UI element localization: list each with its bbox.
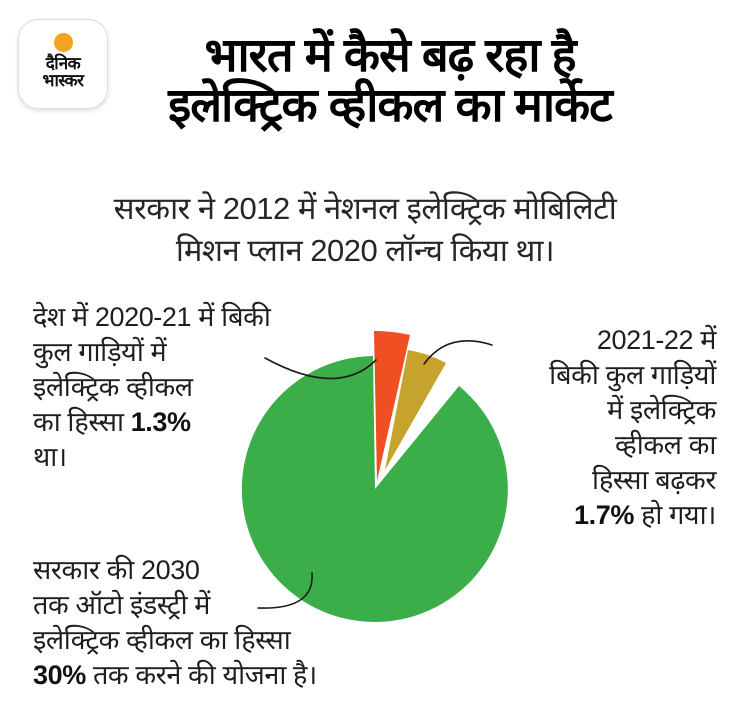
pie-slice-2021-22	[385, 350, 446, 470]
annotation-2021-22-share: 2021-22 में बिकी कुल गाड़ियों में इलेक्ट…	[476, 323, 716, 533]
annotation-2020-21-value: 1.3%	[130, 407, 191, 437]
subtitle: सरकार ने 2012 में नेशनल इलेक्ट्रिक मोबिल…	[113, 191, 617, 268]
annotation-2021-22-post: हो गया।	[633, 500, 716, 530]
page-title: भारत में कैसे बढ़ रहा है इलेक्ट्रिक व्ही…	[70, 30, 710, 130]
pie-slice-rest	[241, 356, 508, 622]
title-line-2: इलेक्ट्रिक व्हीकल का मार्केट	[168, 78, 613, 131]
callout-line-bottom	[257, 572, 313, 609]
sun-icon	[53, 33, 73, 52]
logo-text: दैनिक भास्कर	[43, 55, 84, 89]
callout-line-right	[423, 340, 493, 365]
annotation-2030-pre: सरकार की 2030 तक ऑटो इंडस्ट्री में इलेक्…	[33, 555, 291, 655]
annotation-2020-21-pre: देश में 2020-21 में बिकी कुल गाड़ियों मे…	[33, 302, 271, 437]
annotation-2030-target: सरकार की 2030 तक ऑटो इंडस्ट्री में इलेक्…	[33, 553, 433, 693]
annotation-2030-value: 30%	[33, 660, 86, 690]
pie-slice-2020-21	[374, 330, 410, 481]
logo-text-line1: दैनिक	[45, 54, 81, 73]
logo-text-line2: भास्कर	[42, 71, 84, 90]
callout-line-left	[264, 357, 377, 380]
annotation-2021-22-value: 1.7%	[574, 500, 634, 530]
title-line-1: भारत में कैसे बढ़ रहा है	[204, 28, 576, 81]
annotation-2020-21-post: था।	[33, 442, 67, 472]
dainik-bhaskar-logo: दैनिक भास्कर	[18, 19, 108, 109]
annotation-2020-21-share: देश में 2020-21 में बिकी कुल गाड़ियों मे…	[33, 300, 333, 475]
annotation-2021-22-pre: 2021-22 में बिकी कुल गाड़ियों में इलेक्ट…	[549, 325, 716, 495]
annotation-2030-post: तक करने की योजना है।	[85, 660, 317, 690]
